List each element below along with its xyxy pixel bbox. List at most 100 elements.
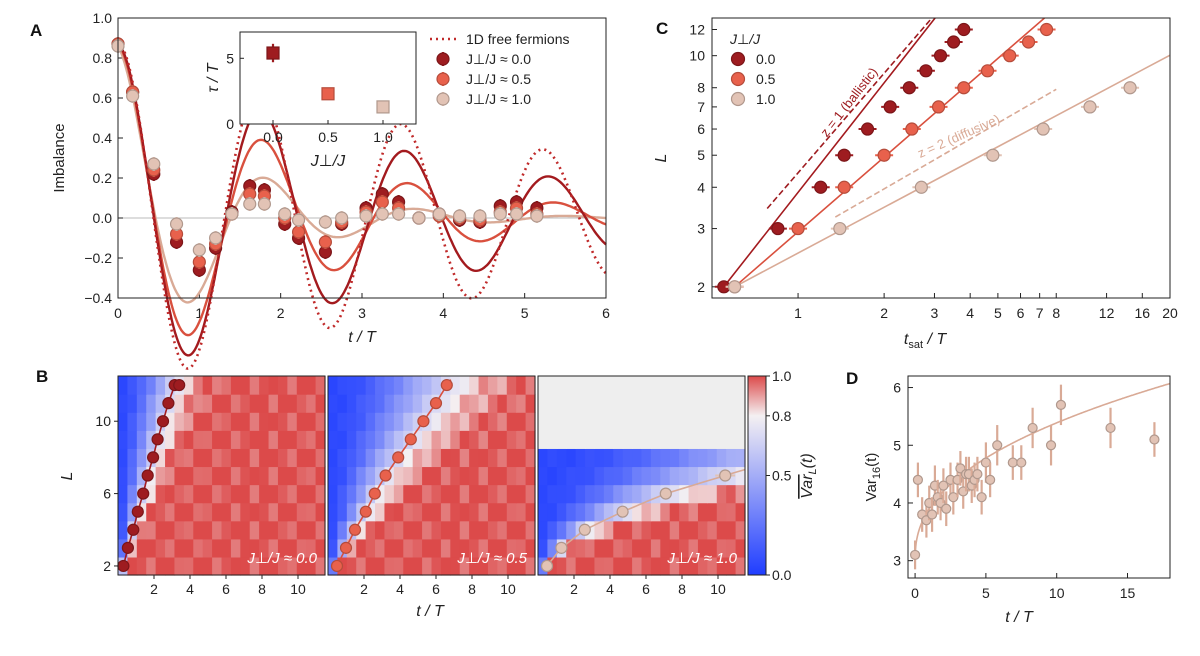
heatmap-cell — [356, 556, 367, 576]
heatmap-cell — [506, 412, 517, 431]
y-tick-label: −0.4 — [84, 290, 112, 306]
y-axis-label-sub: 16 — [871, 467, 883, 479]
inset-y-tick-label: 5 — [226, 50, 234, 66]
heatmap-cell — [259, 484, 270, 504]
heatmap-cell — [679, 394, 690, 413]
colorbar-tick-label: 0.5 — [772, 468, 792, 484]
heatmap-cell — [287, 466, 298, 486]
y-tick-label: 10 — [689, 48, 705, 64]
heatmap-cell — [393, 484, 404, 504]
heatmap-cell — [183, 430, 194, 449]
y-tick-label: 6 — [893, 380, 901, 396]
heatmap-cell — [346, 430, 357, 449]
heatmap-cell — [202, 448, 213, 468]
heatmap-cell — [328, 466, 339, 486]
front-point — [173, 378, 186, 392]
data-point — [972, 469, 983, 480]
heatmap-cell — [337, 466, 348, 486]
heatmap-cell — [165, 412, 176, 431]
data-point — [877, 148, 891, 162]
heatmap-cell — [613, 538, 624, 558]
heatmap-cell — [726, 412, 737, 431]
heatmap-cell — [155, 484, 166, 504]
heatmap-cell — [660, 394, 671, 413]
heatmap-cell — [735, 412, 746, 431]
heatmap-cell — [566, 376, 577, 395]
heatmap-cell — [440, 430, 451, 449]
fit-curve-j05 — [117, 43, 607, 337]
heatmap-cell — [393, 502, 404, 522]
heatmap-cell — [306, 394, 317, 413]
legend-marker — [436, 92, 450, 106]
heatmap-cell — [202, 430, 213, 449]
heatmap-cell — [287, 376, 298, 395]
front-point — [348, 523, 362, 536]
heatmap-cell — [566, 448, 577, 468]
legend-entry: J⊥/J ≈ 1.0 — [466, 91, 531, 107]
panel-a: A 0 1 2 3 4 5 6 −0.4 −0.2 0.0 0.2 0.4 0.6 0.8 1.0 t / T I… — [30, 10, 610, 370]
heatmap-cell — [478, 556, 489, 576]
heatmap-cell — [249, 538, 260, 558]
heatmap-cell — [240, 484, 251, 504]
heatmap-cell — [240, 448, 251, 468]
data-point — [375, 207, 389, 221]
heatmap-cell — [497, 376, 508, 395]
heatmap-cell — [697, 484, 708, 504]
heatmap-cell — [240, 376, 251, 395]
y-tick-label: 1.0 — [93, 10, 113, 26]
front-point — [578, 523, 591, 536]
heatmap-cell — [450, 412, 461, 431]
heatmap-cell — [136, 538, 147, 558]
heatmap-cell — [365, 520, 376, 540]
heatmap-cell — [431, 466, 442, 486]
y-tick-label: 0.4 — [93, 130, 113, 146]
heatmap-cell — [384, 376, 395, 395]
heatmap-cell — [346, 466, 357, 486]
heatmap-cell — [440, 520, 451, 540]
heatmap-cell — [547, 448, 558, 468]
y-tick-label: 5 — [697, 147, 705, 163]
heatmap-cell — [469, 502, 480, 522]
heatmap-cell — [165, 430, 176, 449]
heatmap-cell — [146, 502, 157, 522]
legend-marker — [730, 71, 746, 87]
front-point — [131, 505, 144, 518]
heatmap-cell — [412, 376, 423, 395]
heatmap-cell — [622, 412, 633, 431]
heatmap-cell — [202, 502, 213, 522]
heatmap-cell — [679, 412, 690, 431]
heatmap-cell — [516, 394, 527, 413]
heatmap-cell — [296, 430, 307, 449]
heatmap-cell — [459, 394, 470, 413]
data-point — [909, 549, 921, 561]
y-tick-label: 2 — [103, 558, 111, 574]
front-point — [440, 378, 453, 392]
heatmap-cell — [632, 448, 643, 468]
data-point — [278, 207, 292, 221]
heatmap-cell — [613, 376, 624, 395]
inset-frame — [239, 31, 417, 125]
heatmap-cell — [193, 430, 204, 449]
heatmap-cell — [212, 502, 223, 522]
data-point — [791, 221, 805, 236]
heatmap-cell — [478, 520, 489, 540]
heatmap-cell — [603, 376, 614, 395]
heatmap-cell — [525, 556, 536, 576]
heatmap-cell — [707, 466, 718, 486]
heatmap-cell — [547, 394, 558, 413]
heatmap-cell — [525, 376, 536, 395]
heatmap-cell — [259, 538, 270, 558]
heatmap-cell — [669, 466, 680, 486]
heatmap-cell — [622, 448, 633, 468]
heatmap-cell — [193, 376, 204, 395]
heatmap-cell — [165, 466, 176, 486]
heatmap-cell — [688, 448, 699, 468]
heatmap-cell — [268, 538, 279, 558]
heatmap-cell — [556, 430, 567, 449]
legend-marker — [436, 52, 450, 66]
heatmap-cell — [221, 520, 232, 540]
heatmap-cell — [412, 466, 423, 486]
heatmap-cell — [487, 484, 498, 504]
colorbar-label: VarL(t) — [799, 453, 819, 499]
heatmap-cell — [525, 484, 536, 504]
